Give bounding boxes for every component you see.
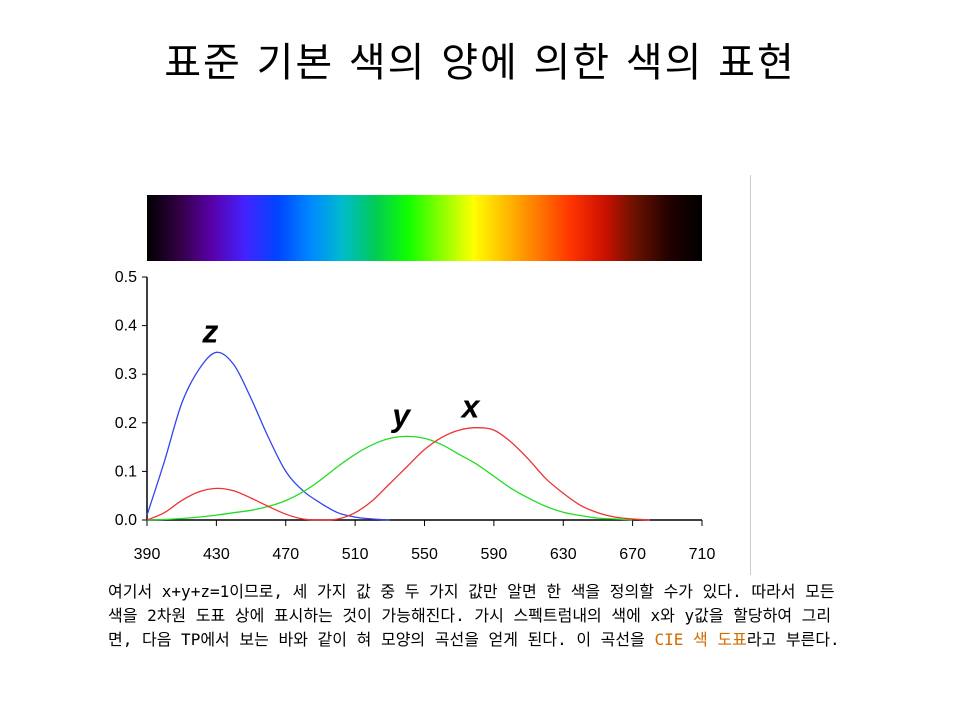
x-tick-label: 510 — [342, 546, 369, 563]
series-line-z — [146, 351, 390, 521]
x-tick-label: 470 — [272, 546, 299, 563]
series-line-x — [146, 427, 651, 521]
y-tick-label: 0.0 — [115, 512, 137, 529]
y-tick-label: 0.2 — [115, 415, 137, 432]
series-line-y — [146, 435, 633, 521]
x-tick-label: 670 — [619, 546, 646, 563]
x-tick-label: 550 — [411, 546, 438, 563]
series-labels: z y x — [201, 313, 480, 433]
paragraph-text: 여기서 x+y+z=1이므로, 세 가지 값 중 두 가지 값만 알면 한 색을… — [108, 582, 835, 649]
x-tick-label: 710 — [689, 546, 716, 563]
x-tick-label: 390 — [134, 546, 161, 563]
description-paragraph: 여기서 x+y+z=1이므로, 세 가지 값 중 두 가지 값만 알면 한 색을… — [108, 580, 848, 652]
spectrum-bar — [147, 195, 702, 261]
x-tick-label: 430 — [203, 546, 230, 563]
x-tick-label: 590 — [481, 546, 508, 563]
paragraph-text-end: 라고 부른다. — [746, 630, 840, 649]
x-tick-labels: 390 430 470 510 550 590 630 670 710 — [134, 546, 716, 563]
spectrum-chart: 0.0 0.1 0.2 0.3 0.4 0.5 390 430 470 510 550 590 630… — [115, 195, 716, 563]
series-label-z: z — [201, 313, 218, 349]
y-tick-label: 0.4 — [115, 318, 137, 335]
y-tick-labels: 0.0 0.1 0.2 0.3 0.4 0.5 — [115, 269, 137, 529]
y-tick-label: 0.1 — [115, 463, 137, 480]
series-label-x: x — [460, 389, 481, 425]
y-tick-label: 0.5 — [115, 269, 137, 286]
slide-title: 표준 기본 색의 양에 의한 색의 표현 — [164, 40, 796, 86]
y-tick-label: 0.3 — [115, 366, 137, 383]
divider-line — [750, 175, 751, 575]
series-label-y: y — [390, 397, 412, 433]
series-lines — [146, 351, 651, 521]
cie-diagram-term: CIE 색 도표 — [654, 630, 747, 649]
x-tick-label: 630 — [550, 546, 577, 563]
chart-axes — [142, 276, 703, 526]
